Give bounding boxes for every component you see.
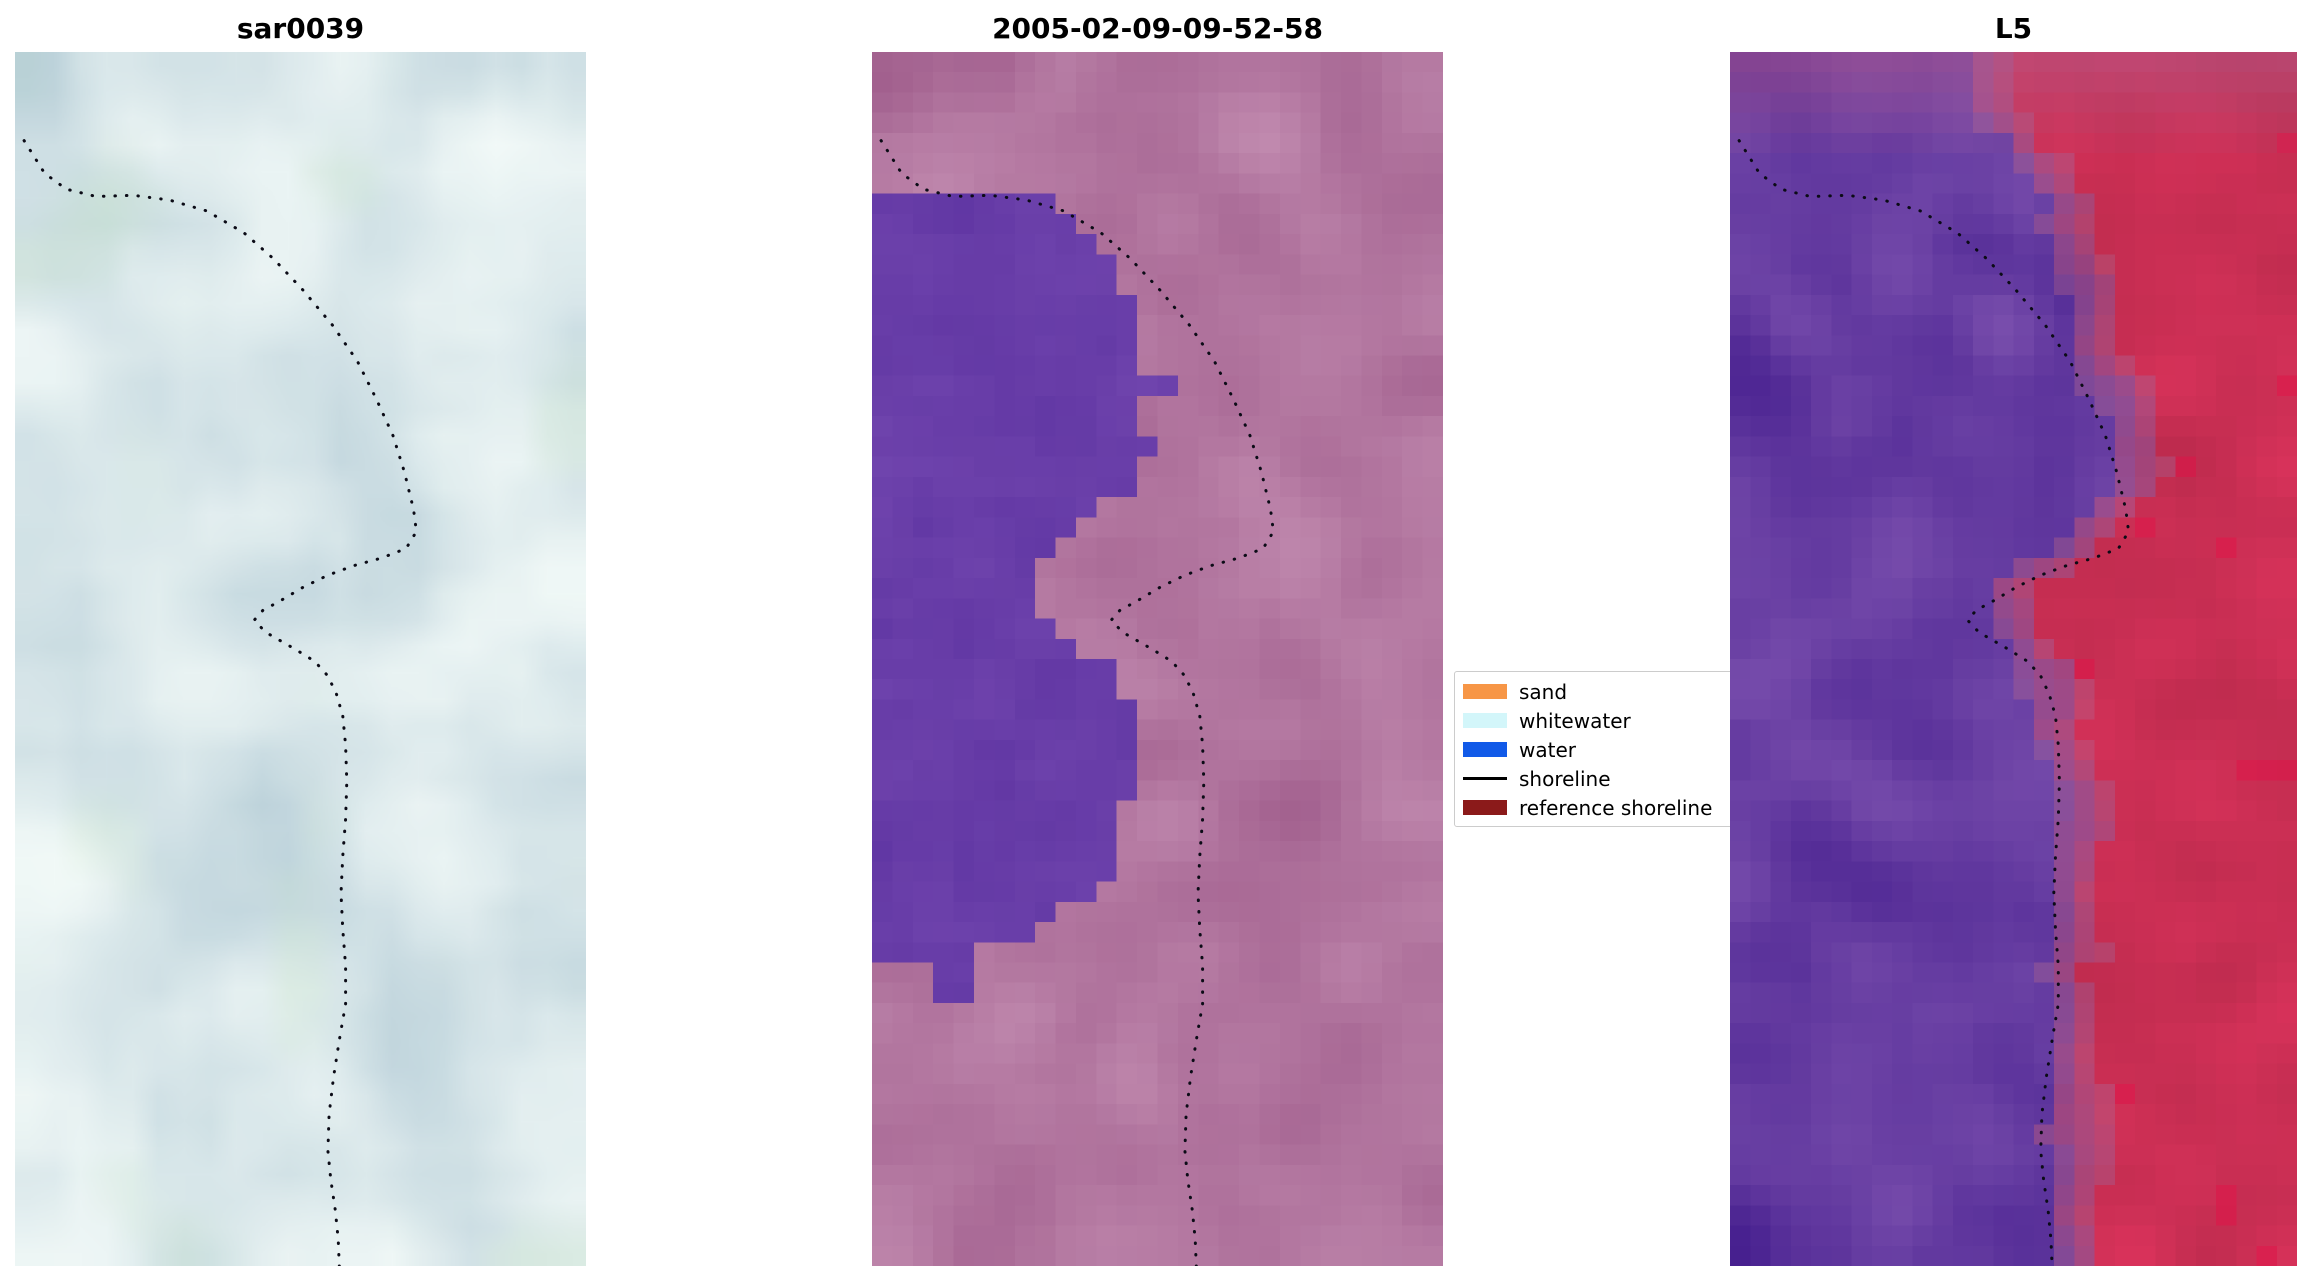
legend-label-whitewater: whitewater [1519, 708, 1631, 733]
whitewater-swatch [1463, 713, 1507, 728]
legend-label-water: water [1519, 737, 1576, 762]
legend-label-reference-shoreline: reference shoreline [1519, 795, 1713, 820]
sar-image [15, 52, 586, 1266]
panel-l5-image [1730, 52, 2297, 1266]
l5-image [1730, 52, 2297, 1266]
legend-label-shoreline: shoreline [1519, 766, 1611, 791]
reference-shoreline-swatch [1463, 800, 1507, 815]
panel-title-l5: L5 [1994, 12, 2033, 45]
legend-item-sand: sand [1463, 677, 1753, 706]
classified-image [872, 52, 1443, 1266]
panel-title-date: 2005-02-09-09-52-58 [992, 12, 1323, 45]
sand-swatch [1463, 684, 1507, 699]
legend-item-water: water [1463, 735, 1753, 764]
panel-sar-image [15, 52, 586, 1266]
water-swatch [1463, 742, 1507, 757]
legend: sand whitewater water shoreline referenc… [1454, 671, 1754, 827]
panel-title-sar: sar0039 [236, 12, 365, 45]
legend-item-whitewater: whitewater [1463, 706, 1753, 735]
shoreline-line-swatch [1463, 777, 1507, 780]
legend-label-sand: sand [1519, 679, 1568, 704]
legend-item-shoreline: shoreline [1463, 764, 1753, 793]
panel-classified-image [872, 52, 1443, 1266]
legend-item-reference-shoreline: reference shoreline [1463, 793, 1753, 822]
